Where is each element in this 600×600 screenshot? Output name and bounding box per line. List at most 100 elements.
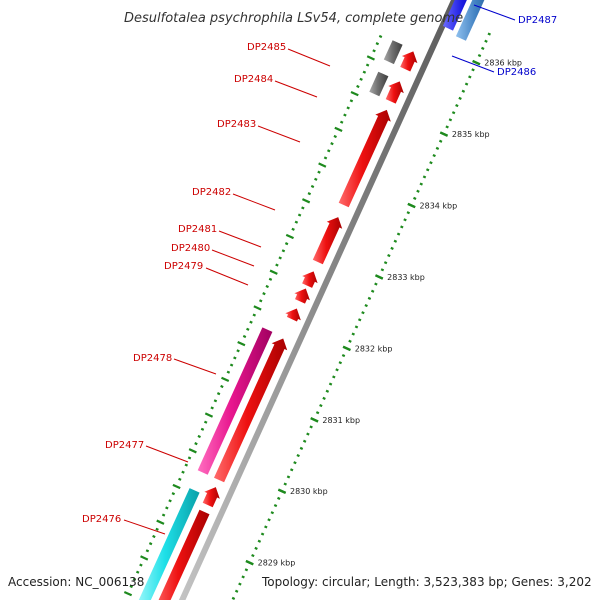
gene-dp2484[interactable] xyxy=(369,71,389,97)
minor-tick xyxy=(372,49,376,53)
minor-tick xyxy=(203,420,208,424)
minor-tick xyxy=(299,446,304,450)
minor-tick xyxy=(332,375,336,379)
minor-tick xyxy=(168,499,172,503)
minor-tick xyxy=(323,156,328,160)
major-tick xyxy=(123,590,133,597)
minor-tick xyxy=(357,318,362,322)
minor-tick xyxy=(301,206,305,210)
minor-tick xyxy=(181,470,185,474)
minor-tick xyxy=(252,313,256,317)
gene-label[interactable]: DP2479 xyxy=(164,261,203,272)
gene-leader-line xyxy=(257,125,301,143)
major-tick xyxy=(301,198,311,204)
major-tick xyxy=(318,162,327,168)
gene-label[interactable]: DP2477 xyxy=(105,440,144,451)
minor-tick xyxy=(231,596,236,600)
minor-tick xyxy=(354,325,359,329)
gene-dp2477[interactable] xyxy=(153,509,210,600)
gene-leader-line xyxy=(232,193,276,211)
kbp-label: 2832 kbp xyxy=(355,344,393,353)
gene-leader-line xyxy=(145,445,189,463)
major-tick xyxy=(237,340,246,347)
gene-label[interactable]: DP2487 xyxy=(518,15,557,26)
gene-label[interactable]: DP2480 xyxy=(171,243,210,254)
minor-tick xyxy=(265,284,269,289)
gene-dp2480[interactable] xyxy=(294,288,310,304)
minor-tick xyxy=(400,225,404,229)
minor-tick xyxy=(406,211,411,215)
gene-label[interactable]: DP2485 xyxy=(247,42,286,53)
minor-tick xyxy=(468,75,472,79)
minor-tick xyxy=(461,89,466,93)
minor-tick xyxy=(155,527,159,531)
minor-tick xyxy=(283,482,287,486)
minor-tick xyxy=(367,296,372,300)
minor-tick xyxy=(210,406,214,410)
minor-tick xyxy=(187,456,192,460)
gene-label[interactable]: DP2484 xyxy=(234,74,273,85)
kbp-label: 2836 kbp xyxy=(484,59,522,68)
gene-dp2485[interactable] xyxy=(383,40,403,65)
minor-tick xyxy=(403,218,407,222)
minor-tick xyxy=(249,320,253,324)
gene-dp2484[interactable] xyxy=(385,81,404,104)
minor-tick xyxy=(416,189,420,193)
minor-tick xyxy=(129,584,133,589)
gene-dp2478[interactable] xyxy=(197,327,273,475)
minor-tick xyxy=(348,339,352,343)
major-tick xyxy=(188,448,197,454)
minor-tick xyxy=(464,82,469,86)
minor-tick xyxy=(220,384,224,389)
gene-label[interactable]: DP2476 xyxy=(82,514,121,525)
gene-dp2477[interactable] xyxy=(202,487,220,508)
minor-tick xyxy=(251,553,255,558)
minor-tick xyxy=(429,161,433,165)
gene-label[interactable]: DP2482 xyxy=(192,187,231,198)
minor-tick xyxy=(435,146,440,150)
minor-tick xyxy=(422,175,427,179)
major-tick xyxy=(140,555,149,561)
gene-dp2486[interactable] xyxy=(455,0,502,41)
gene-dp2479[interactable] xyxy=(214,338,288,483)
gene-dp2479[interactable] xyxy=(285,308,301,322)
minor-tick xyxy=(275,263,279,267)
gene-leader-line xyxy=(123,519,166,535)
gene-label[interactable]: DP2481 xyxy=(178,224,217,235)
gene-dp2485[interactable] xyxy=(400,51,418,72)
minor-tick xyxy=(260,532,265,536)
gene-label[interactable]: DP2483 xyxy=(217,119,256,130)
minor-tick xyxy=(333,134,337,139)
minor-tick xyxy=(139,563,143,567)
minor-tick xyxy=(242,334,247,339)
minor-tick xyxy=(171,492,176,496)
minor-tick xyxy=(327,149,331,153)
minor-tick xyxy=(213,399,218,403)
kbp-tick xyxy=(439,131,449,137)
minor-tick xyxy=(264,525,268,529)
minor-tick xyxy=(448,118,453,122)
minor-tick xyxy=(278,256,282,260)
minor-tick xyxy=(254,546,258,550)
gene-dp2487[interactable] xyxy=(442,0,487,31)
gene-dp2481[interactable] xyxy=(302,271,318,288)
minor-tick xyxy=(246,327,250,331)
minor-tick xyxy=(257,539,262,543)
minor-tick xyxy=(226,370,231,374)
minor-tick xyxy=(152,534,156,539)
minor-tick xyxy=(309,425,313,429)
map-title: Desulfotalea psychrophila LSv54, complet… xyxy=(124,11,463,26)
gene-leader-line xyxy=(287,48,331,67)
gene-leader-line xyxy=(274,80,318,98)
minor-tick xyxy=(286,475,291,479)
gene-dp2482[interactable] xyxy=(312,217,343,265)
gene-leader-line xyxy=(451,55,495,73)
gene-label[interactable]: DP2486 xyxy=(497,67,536,78)
minor-tick xyxy=(291,227,295,231)
minor-tick xyxy=(197,434,201,439)
gene-dp2483[interactable] xyxy=(338,109,391,208)
gene-label[interactable]: DP2478 xyxy=(133,353,172,364)
minor-tick xyxy=(390,246,394,250)
gene-dp2476[interactable] xyxy=(136,488,200,600)
